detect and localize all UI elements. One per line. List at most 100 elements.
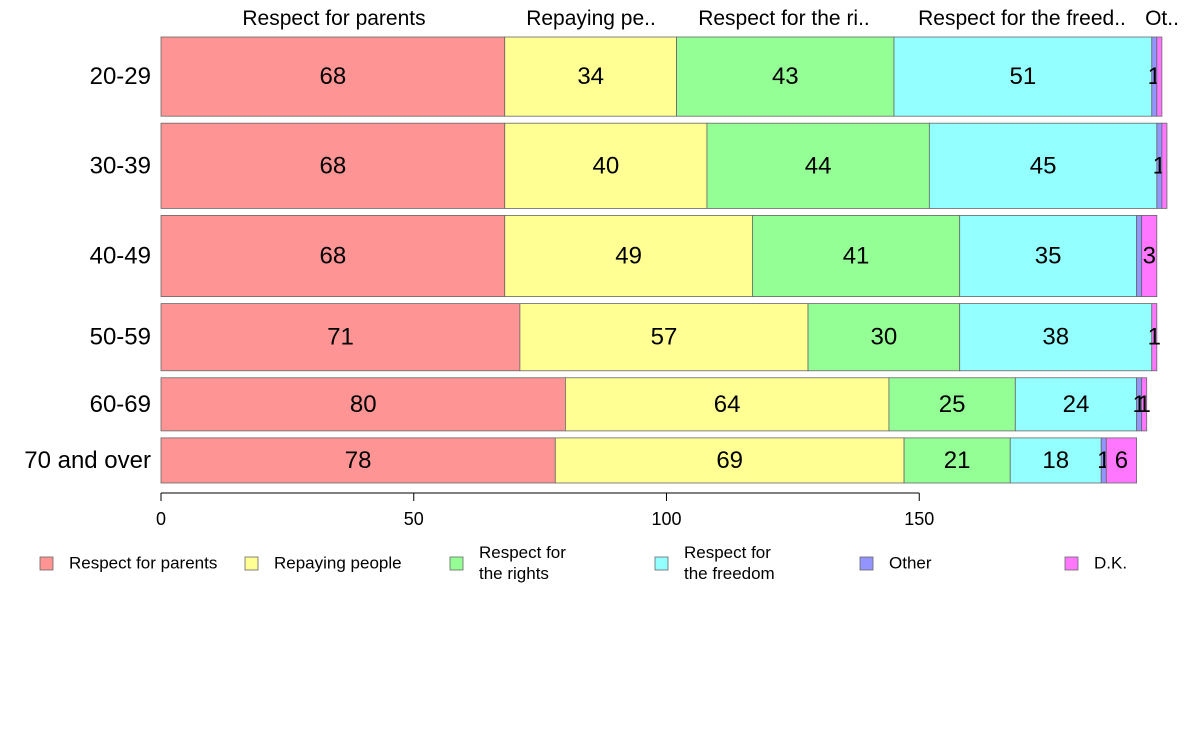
category-label: 60-69 <box>90 391 151 418</box>
category-label: 30-39 <box>90 152 151 179</box>
x-tick-label: 0 <box>156 509 166 529</box>
bar-segment <box>160 437 556 484</box>
bar-segment <box>554 437 905 484</box>
bar-value-label: 57 <box>651 324 678 351</box>
bar-value-label: 25 <box>939 391 966 418</box>
bar-value-label: 6 <box>1115 447 1128 474</box>
bar-value-label: 64 <box>714 391 741 418</box>
legend-label: the rights <box>479 564 549 583</box>
x-tick-label: 150 <box>904 509 934 529</box>
bar-segment <box>1105 437 1138 484</box>
series-top-label: Respect for parents <box>242 7 425 30</box>
bar-row-2: 68 49 41 35 3 <box>160 214 1158 297</box>
legend-swatch <box>39 556 54 571</box>
bar-row-3: 71 57 30 38 1 <box>160 303 1161 372</box>
x-axis: 0 50 100 150 <box>156 492 934 529</box>
bar-value-label: 51 <box>1010 63 1037 90</box>
bar-row-4: 80 64 25 24 11 <box>160 377 1151 432</box>
x-tick-label: 50 <box>404 509 424 529</box>
bar-segment <box>504 122 708 209</box>
series-top-label: Respect for the freed.. <box>918 7 1126 30</box>
bar-value-label: 24 <box>1063 391 1090 418</box>
bar-segment <box>752 214 961 297</box>
category-label: 40-49 <box>90 242 151 269</box>
legend-item: Repaying people <box>244 554 402 573</box>
bar-value-label: 21 <box>944 447 971 474</box>
bar-value-label: 34 <box>577 63 604 90</box>
series-top-label: Ot.. <box>1145 7 1179 30</box>
bar-segment <box>504 214 753 297</box>
bar-segment <box>1151 303 1158 372</box>
bar-segment <box>1156 36 1163 117</box>
legend-item: Respect for parents <box>39 554 217 573</box>
legend-label: Respect for parents <box>69 554 217 573</box>
bar-segment <box>1014 377 1138 432</box>
legend-swatch <box>654 556 669 571</box>
legend-swatch <box>449 556 464 571</box>
bars: 68 34 43 51 168 40 44 45 168 49 41 35 371 57 30 38 180 64… <box>160 36 1168 484</box>
bar-row-5: 78 69 21 18 1 6 <box>160 437 1138 484</box>
legend-item: Respect for the rights <box>449 543 566 583</box>
legend-label: Respect for <box>479 543 566 562</box>
bar-value-label: 38 <box>1042 324 1069 351</box>
bar-segment <box>1161 122 1168 209</box>
category-label: 20-29 <box>90 63 151 90</box>
bar-value-label: 30 <box>871 324 898 351</box>
bar-value-label: 68 <box>320 242 347 269</box>
bar-value-label: 68 <box>320 152 347 179</box>
bar-value-label: 49 <box>615 242 642 269</box>
legend-label: D.K. <box>1094 554 1127 573</box>
bar-value-label: 69 <box>716 447 743 474</box>
bar-segment <box>959 214 1138 297</box>
bar-segment <box>504 36 678 117</box>
bar-value-label: 80 <box>350 391 377 418</box>
legend-swatch <box>859 556 874 571</box>
row-labels: 20-29 30-39 40-49 50-59 60-69 70 and over <box>24 63 151 474</box>
bar-value-label: 45 <box>1030 152 1057 179</box>
bar-segment <box>676 36 895 117</box>
legend-item: Other <box>859 554 932 573</box>
bar-segment <box>903 437 1011 484</box>
x-tick-label: 100 <box>651 509 681 529</box>
bar-value-label: 18 <box>1042 447 1069 474</box>
bar-value-label: 35 <box>1035 242 1062 269</box>
legend-label: Other <box>889 554 932 573</box>
bar-segment <box>807 303 961 372</box>
bar-value-label: 44 <box>805 152 832 179</box>
series-top-label: Repaying pe.. <box>526 7 656 30</box>
bar-segment <box>1141 214 1158 297</box>
category-label: 70 and over <box>24 447 151 474</box>
bar-row-0: 68 34 43 51 1 <box>160 36 1163 117</box>
bar-value-label: 40 <box>592 152 619 179</box>
legend-label: the freedom <box>684 564 775 583</box>
legend-swatch <box>244 556 259 571</box>
bar-value-label: 71 <box>327 324 354 351</box>
bar-value-label: 43 <box>772 63 799 90</box>
bar-value-label: 78 <box>345 447 372 474</box>
legend-label: Respect for <box>684 543 771 562</box>
bar-segment <box>1141 377 1148 432</box>
bar-segment <box>1136 214 1143 297</box>
legend: Respect for parents Repaying people Respec… <box>39 543 1127 583</box>
bar-value-label: 41 <box>843 242 870 269</box>
category-label: 50-59 <box>90 324 151 351</box>
bar-value-label: 1 <box>1138 391 1151 418</box>
bar-segment <box>893 36 1153 117</box>
bar-value-label: 1 <box>1148 324 1161 351</box>
series-top-label: Respect for the ri.. <box>698 7 870 30</box>
bar-segment <box>160 36 506 117</box>
bar-segment <box>160 122 506 209</box>
legend-label: Repaying people <box>274 554 402 573</box>
bar-segment <box>160 303 521 372</box>
bar-segment <box>160 377 566 432</box>
series-top-labels: Respect for parents Repaying pe.. Respect … <box>242 7 1179 30</box>
bar-segment <box>888 377 1016 432</box>
bar-segment <box>928 122 1158 209</box>
bar-segment <box>706 122 930 209</box>
legend-item: Respect for the freedom <box>654 543 775 583</box>
bar-row-1: 68 40 44 45 1 <box>160 122 1168 209</box>
bar-value-label: 68 <box>320 63 347 90</box>
legend-swatch <box>1064 556 1079 571</box>
bar-segment <box>959 303 1153 372</box>
